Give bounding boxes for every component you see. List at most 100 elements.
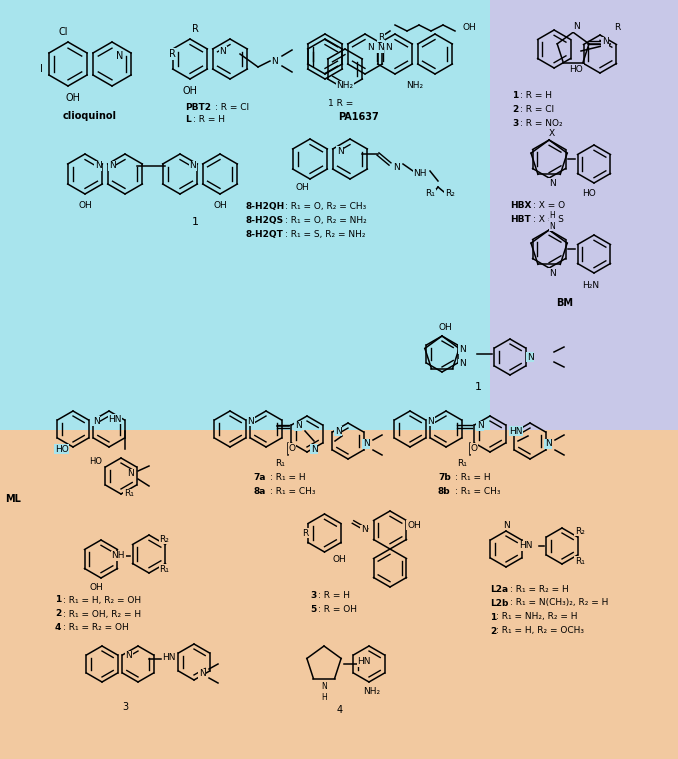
Text: L2b: L2b — [490, 599, 508, 607]
Text: N: N — [272, 56, 279, 65]
Text: R: R — [302, 528, 308, 537]
Text: N: N — [363, 439, 370, 449]
Text: N: N — [477, 421, 483, 430]
Text: N: N — [93, 417, 100, 426]
Text: N: N — [602, 37, 609, 46]
Text: : X = S: : X = S — [533, 216, 564, 225]
Text: R: R — [169, 49, 176, 59]
Text: NH₂: NH₂ — [336, 81, 353, 90]
Text: N: N — [458, 360, 465, 369]
Text: N: N — [367, 43, 374, 52]
Text: 8a: 8a — [253, 487, 265, 496]
Text: R: R — [614, 23, 620, 32]
Text: 1: 1 — [490, 613, 496, 622]
Text: N: N — [376, 43, 383, 52]
Text: R₂: R₂ — [159, 534, 169, 543]
Bar — [0, 430, 678, 759]
Text: 4: 4 — [337, 705, 343, 715]
Text: : R = H: : R = H — [318, 591, 350, 600]
Text: N
H: N H — [321, 682, 327, 702]
Text: R₁: R₁ — [457, 458, 467, 468]
Text: OH: OH — [295, 182, 309, 191]
Text: N: N — [127, 470, 134, 478]
Text: R₁: R₁ — [124, 490, 134, 499]
Text: 4: 4 — [55, 623, 62, 632]
Text: 3: 3 — [512, 119, 518, 128]
Text: : R₁ = O, R₂ = CH₃: : R₁ = O, R₂ = CH₃ — [285, 203, 366, 212]
Text: OH: OH — [89, 584, 103, 593]
Text: 7b: 7b — [438, 473, 451, 481]
Text: NH₂: NH₂ — [406, 81, 424, 90]
Text: 1 R =: 1 R = — [328, 99, 353, 109]
Text: H₂N: H₂N — [582, 281, 599, 289]
Text: OH: OH — [333, 556, 346, 565]
Text: N: N — [428, 417, 435, 426]
Text: 8-H2QS: 8-H2QS — [245, 216, 283, 225]
Text: N: N — [335, 427, 342, 436]
Text: 1: 1 — [475, 382, 481, 392]
Text: : R₁ = N(CH₃)₂, R₂ = H: : R₁ = N(CH₃)₂, R₂ = H — [509, 599, 608, 607]
Text: BM: BM — [557, 298, 574, 308]
Text: : R₁ = H: : R₁ = H — [270, 473, 306, 481]
Text: N: N — [458, 345, 465, 354]
Text: R₁: R₁ — [425, 190, 435, 199]
Text: OH: OH — [407, 521, 421, 530]
Text: OH: OH — [462, 24, 476, 33]
Text: 2: 2 — [512, 106, 518, 115]
Text: O: O — [289, 444, 296, 453]
Text: HO: HO — [582, 188, 596, 197]
Text: : R₁ = H: : R₁ = H — [455, 473, 491, 481]
Text: HN: HN — [509, 427, 523, 436]
Text: : R₁ = O, R₂ = NH₂: : R₁ = O, R₂ = NH₂ — [285, 216, 367, 225]
Text: 8-H2QT: 8-H2QT — [245, 231, 283, 240]
Text: : R₁ = CH₃: : R₁ = CH₃ — [455, 487, 500, 496]
Text: HO: HO — [55, 445, 68, 453]
Text: PA1637: PA1637 — [338, 112, 379, 122]
Text: : R = OH: : R = OH — [318, 606, 357, 615]
Text: HN: HN — [357, 657, 371, 666]
Text: N: N — [311, 445, 317, 453]
Text: 8b: 8b — [438, 487, 451, 496]
Text: N: N — [336, 146, 343, 156]
Text: X: X — [549, 128, 555, 137]
Text: R: R — [378, 33, 384, 42]
Text: : R = H: : R = H — [520, 92, 552, 100]
Bar — [0, 0, 490, 430]
Text: I: I — [39, 64, 43, 74]
Text: N: N — [549, 269, 555, 278]
Text: OH: OH — [66, 93, 81, 103]
Text: N: N — [573, 22, 580, 31]
Text: NH₂: NH₂ — [363, 688, 380, 697]
Text: R₁: R₁ — [275, 458, 285, 468]
Text: N: N — [295, 421, 302, 430]
Text: OH: OH — [213, 201, 227, 210]
Text: N: N — [393, 162, 399, 172]
Text: ML: ML — [5, 494, 21, 504]
Text: N: N — [361, 525, 367, 534]
Text: 2: 2 — [490, 626, 496, 635]
Text: clioquinol: clioquinol — [63, 111, 117, 121]
Text: N: N — [190, 162, 197, 171]
Bar — [490, 0, 678, 430]
Text: N: N — [544, 439, 551, 449]
Text: OH: OH — [78, 201, 92, 210]
Text: O: O — [471, 444, 477, 453]
Text: : R₁ = H, R₂ = OH: : R₁ = H, R₂ = OH — [63, 596, 141, 604]
Text: 3: 3 — [122, 702, 128, 712]
Text: S: S — [573, 66, 579, 75]
Text: HBT: HBT — [510, 216, 531, 225]
Text: 5: 5 — [310, 606, 316, 615]
Text: : R₁ = S, R₂ = NH₂: : R₁ = S, R₂ = NH₂ — [285, 231, 365, 240]
Text: N: N — [117, 51, 123, 61]
Text: H
N: H N — [549, 211, 555, 231]
Text: N: N — [502, 521, 509, 530]
Text: : R₁ = OH, R₂ = H: : R₁ = OH, R₂ = H — [63, 609, 141, 619]
Text: N: N — [527, 352, 534, 361]
Text: 1: 1 — [191, 217, 199, 227]
Text: N: N — [95, 162, 102, 171]
Text: : X = O: : X = O — [533, 201, 565, 210]
Text: HN: HN — [519, 541, 533, 550]
Text: HO: HO — [569, 65, 583, 74]
Text: : R₁ = CH₃: : R₁ = CH₃ — [270, 487, 315, 496]
Text: NH: NH — [111, 552, 125, 560]
